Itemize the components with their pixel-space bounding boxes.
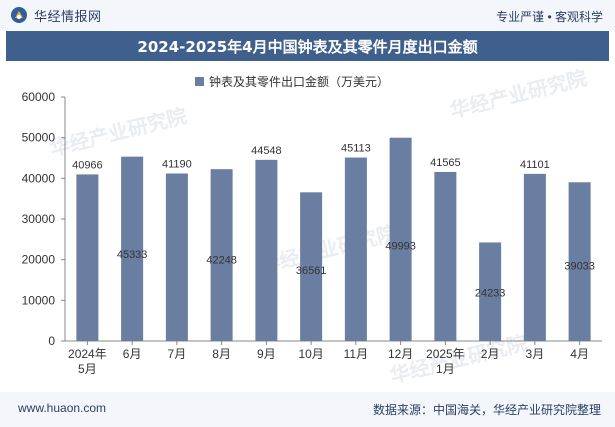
x-tick-label-line2: 1月 (436, 362, 455, 376)
x-tick-label: 7月 (168, 347, 187, 361)
y-tick-label: 0 (48, 334, 55, 348)
footer-url[interactable]: www.huaon.com (18, 401, 107, 415)
x-tick-label: 3月 (526, 347, 545, 361)
bar-chart: 华经产业研究院华经产业研究院华经产业研究院华经产业研究院钟表及其零件出口金额（万… (22, 66, 602, 388)
y-tick-label: 20000 (22, 253, 56, 267)
bar (76, 174, 99, 341)
legend-label: 钟表及其零件出口金额（万美元） (209, 74, 389, 89)
x-tick-label: 4月 (570, 347, 589, 361)
data-label: 41565 (430, 157, 461, 169)
data-label: 45113 (341, 143, 371, 155)
y-tick-label: 10000 (22, 293, 56, 307)
bar (210, 169, 233, 341)
watermark-1: 华经产业研究院 (257, 221, 399, 278)
data-label: 44548 (251, 145, 282, 157)
y-tick-label: 40000 (22, 171, 56, 185)
footer-bar: www.huaon.com 数据来源：中国海关，华经产业研究院整理 (0, 392, 615, 427)
tagline: 专业严谨 • 客观科学 (496, 10, 603, 24)
bar (479, 242, 502, 341)
y-tick-label: 30000 (22, 212, 56, 226)
y-tick-label: 50000 (22, 131, 56, 145)
data-label: 45333 (117, 249, 148, 261)
bar (255, 159, 278, 341)
data-label: 40966 (72, 159, 103, 171)
x-tick-label-line2: 5月 (78, 362, 97, 376)
x-tick-label: 11月 (344, 347, 368, 361)
bar (121, 156, 144, 341)
bar (165, 173, 188, 341)
bar (523, 173, 546, 341)
data-label: 41190 (162, 158, 192, 170)
brand-name: 华经情报网 (34, 8, 102, 24)
data-label: 36561 (296, 265, 327, 277)
data-label: 49993 (385, 241, 416, 253)
brand: 华经情报网 (10, 6, 102, 24)
x-tick-label: 6月 (123, 347, 142, 361)
bar (344, 157, 367, 341)
top-bar: 华经情报网 专业严谨 • 客观科学 (0, 0, 615, 30)
bar (389, 137, 412, 341)
data-source: 数据来源：中国海关，华经产业研究院整理 (372, 403, 601, 417)
watermark-2: 华经产业研究院 (447, 66, 589, 123)
x-tick-label: 2月 (481, 347, 500, 361)
x-tick-label: 10月 (298, 347, 323, 361)
data-label: 39033 (564, 261, 595, 273)
bar (568, 182, 591, 341)
data-label: 42248 (206, 255, 237, 267)
chart-title: 2024-2025年4月中国钟表及其零件月度出口金额 (6, 31, 609, 61)
data-label: 41101 (520, 159, 550, 171)
x-tick-label-line1: 2024年 (68, 347, 107, 361)
legend-swatch (195, 77, 204, 86)
brand-logo-icon (11, 7, 27, 23)
data-label: 24233 (475, 288, 506, 300)
x-tick-label: 8月 (212, 347, 231, 361)
y-tick-label: 60000 (22, 90, 56, 104)
x-tick-label: 9月 (257, 347, 276, 361)
bar (300, 192, 323, 341)
x-tick-label-line1: 2025年 (426, 347, 465, 361)
watermark-0: 华经产业研究院 (47, 104, 189, 161)
bar (434, 171, 457, 341)
x-tick-label: 12月 (388, 347, 413, 361)
